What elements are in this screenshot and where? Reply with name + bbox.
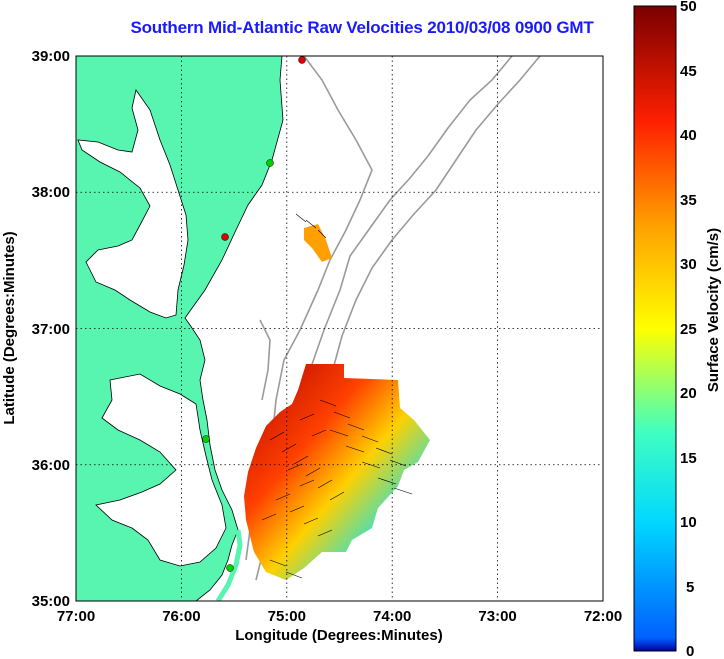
- colorbar-tick-label: 40: [680, 127, 697, 144]
- y-tick-label: 35:00: [32, 593, 70, 610]
- plot-frame: [75, 55, 604, 602]
- chart-title: Southern Mid-Atlantic Raw Velocities 201…: [130, 18, 594, 37]
- colorbar-tick-label: 15: [680, 450, 697, 467]
- colorbar-tick-label: 25: [680, 321, 697, 338]
- x-tick-label: 73:00: [478, 608, 516, 625]
- y-tick-labels: 39:00 38:00 37:00 36:00 35:00: [32, 48, 70, 610]
- station-marker: [202, 435, 210, 443]
- station-marker: [266, 159, 274, 167]
- x-tick-label: 72:00: [584, 608, 622, 625]
- x-axis-label: Longitude (Degrees:Minutes): [235, 627, 443, 644]
- station-marker: [226, 564, 234, 572]
- velocity-patch-north: [304, 224, 332, 262]
- barrier-islands: [215, 529, 243, 601]
- x-tick-label: 76:00: [162, 608, 200, 625]
- y-tick-label: 39:00: [32, 48, 70, 65]
- colorbar-tick-label: 30: [680, 256, 697, 273]
- station-marker: [298, 56, 306, 64]
- y-tick-label: 38:00: [32, 184, 70, 201]
- y-axis-label: Latitude (Degrees:Minutes): [1, 231, 18, 424]
- y-tick-label: 36:00: [32, 457, 70, 474]
- velocity-vectors: [261, 213, 413, 579]
- colorbar-tick-label: 10: [680, 514, 697, 531]
- colorbar-tick-label: 35: [680, 192, 697, 209]
- pamlico-sound: [95, 373, 227, 567]
- grid-lines: [76, 56, 603, 601]
- chesapeake-bay: [77, 89, 189, 319]
- colorbar: [633, 5, 677, 652]
- colorbar-ticks: 50 45 40 35 30 25 20 15 10 5 0: [680, 0, 697, 659]
- colorbar-tick-label: 45: [680, 63, 697, 80]
- station-marker: [221, 233, 229, 241]
- colorbar-tick-label: 0: [686, 643, 694, 659]
- colorbar-tick-label: 5: [686, 579, 694, 596]
- x-tick-labels: 77:00 76:00 75:00 74:00 73:00 72:00: [57, 608, 622, 625]
- colorbar-label: Surface Velocity (cm/s): [705, 228, 722, 392]
- y-tick-label: 37:00: [32, 321, 70, 338]
- velocity-field: [244, 364, 430, 580]
- colorbar-tick-label: 50: [680, 0, 697, 15]
- x-tick-label: 75:00: [268, 608, 306, 625]
- colorbar-tick-label: 20: [680, 385, 697, 402]
- x-tick-label: 77:00: [57, 608, 95, 625]
- x-tick-label: 74:00: [373, 608, 411, 625]
